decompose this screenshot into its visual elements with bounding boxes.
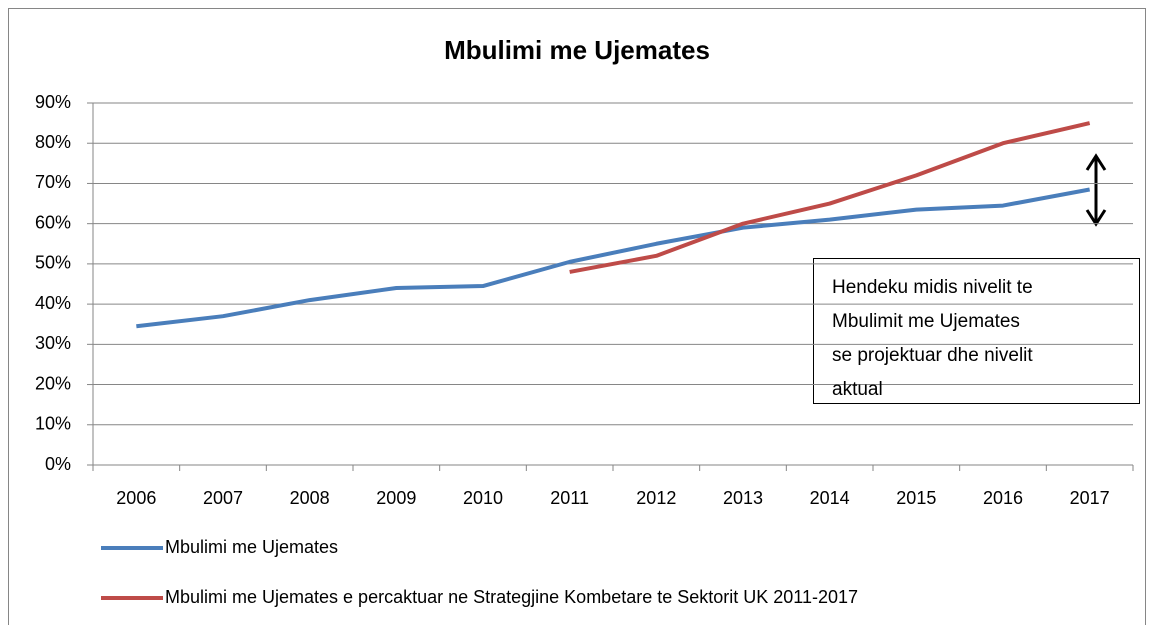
series-line	[136, 187, 1091, 329]
y-tick-label: 80%	[35, 132, 71, 152]
y-tick-label: 20%	[35, 373, 71, 393]
x-tick-label: 2016	[983, 488, 1023, 508]
y-tick-label: 10%	[35, 414, 71, 434]
y-tick-label: 50%	[35, 253, 71, 273]
x-tick-label: 2006	[116, 488, 156, 508]
y-tick-label: 30%	[35, 333, 71, 353]
y-tick-label: 70%	[35, 172, 71, 192]
series-line	[569, 121, 1091, 274]
x-tick-label: 2015	[896, 488, 936, 508]
annotation-text: se projektuar dhe nivelit	[832, 345, 1033, 366]
y-tick-label: 40%	[35, 293, 71, 313]
x-tick-label: 2011	[550, 488, 589, 508]
x-tick-label: 2009	[376, 488, 416, 508]
annotation-text: Mbulimit me Ujemates	[832, 311, 1020, 332]
x-tick-label: 2007	[203, 488, 243, 508]
x-tick-label: 2013	[723, 488, 763, 508]
x-tick-label: 2014	[810, 488, 850, 508]
x-tick-label: 2012	[636, 488, 676, 508]
annotation-box	[813, 258, 1140, 404]
annotation-text: Hendeku midis nivelit te	[832, 277, 1033, 298]
x-tick-label: 2017	[1070, 488, 1110, 508]
legend-label: Mbulimi me Ujemates e percaktuar ne Stra…	[165, 587, 858, 607]
annotation-text: aktual	[832, 379, 883, 400]
legend-label: Mbulimi me Ujemates	[165, 537, 338, 557]
chart-title: Mbulimi me Ujemates	[444, 35, 710, 65]
x-tick-label: 2010	[463, 488, 503, 508]
y-tick-label: 90%	[35, 92, 71, 112]
y-tick-label: 60%	[35, 212, 71, 232]
x-tick-label: 2008	[290, 488, 330, 508]
y-tick-label: 0%	[45, 454, 71, 474]
